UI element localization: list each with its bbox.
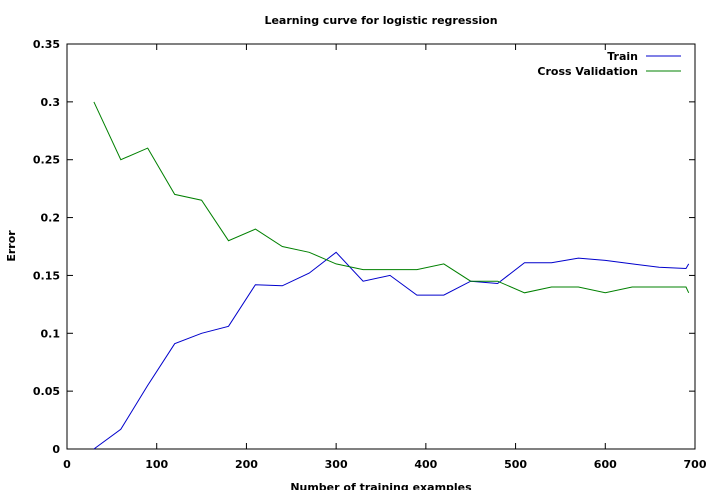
ticks: 0 100 200 300 400 500 600 700 0 0.05 0.1 0.15 0.2 0.2… xyxy=(33,38,707,471)
legend-label-cross-validation: Cross Validation xyxy=(537,65,638,78)
y-tick-label: 0.1 xyxy=(41,327,61,340)
y-tick-label: 0.05 xyxy=(33,385,60,398)
x-tick-label: 200 xyxy=(235,458,258,471)
y-tick-label: 0.2 xyxy=(41,212,61,225)
y-axis-label: Error xyxy=(5,230,18,262)
series-line-train xyxy=(93,251,690,450)
x-tick-label: 100 xyxy=(145,458,168,471)
x-tick-label: 300 xyxy=(325,458,348,471)
plot-frame xyxy=(66,43,696,450)
x-tick-label: 600 xyxy=(594,458,617,471)
legend: Train Cross Validation xyxy=(537,50,681,78)
y-tick-label: 0.3 xyxy=(41,96,61,109)
x-tick-label: 700 xyxy=(684,458,707,471)
chart-title: Learning curve for logistic regression xyxy=(264,14,497,27)
series-lines xyxy=(93,101,690,450)
series-line-cross-validation xyxy=(93,101,690,294)
x-tick-label: 400 xyxy=(414,458,437,471)
legend-label-train: Train xyxy=(607,50,638,63)
y-tick-label: 0.35 xyxy=(33,38,60,51)
y-tick-label: 0.25 xyxy=(33,154,60,167)
y-tick-label: 0.15 xyxy=(33,269,60,282)
x-tick-label: 0 xyxy=(63,458,71,471)
y-tick-label: 0 xyxy=(52,443,60,456)
x-axis-label: Number of training examples xyxy=(290,481,472,490)
x-tick-label: 500 xyxy=(504,458,527,471)
